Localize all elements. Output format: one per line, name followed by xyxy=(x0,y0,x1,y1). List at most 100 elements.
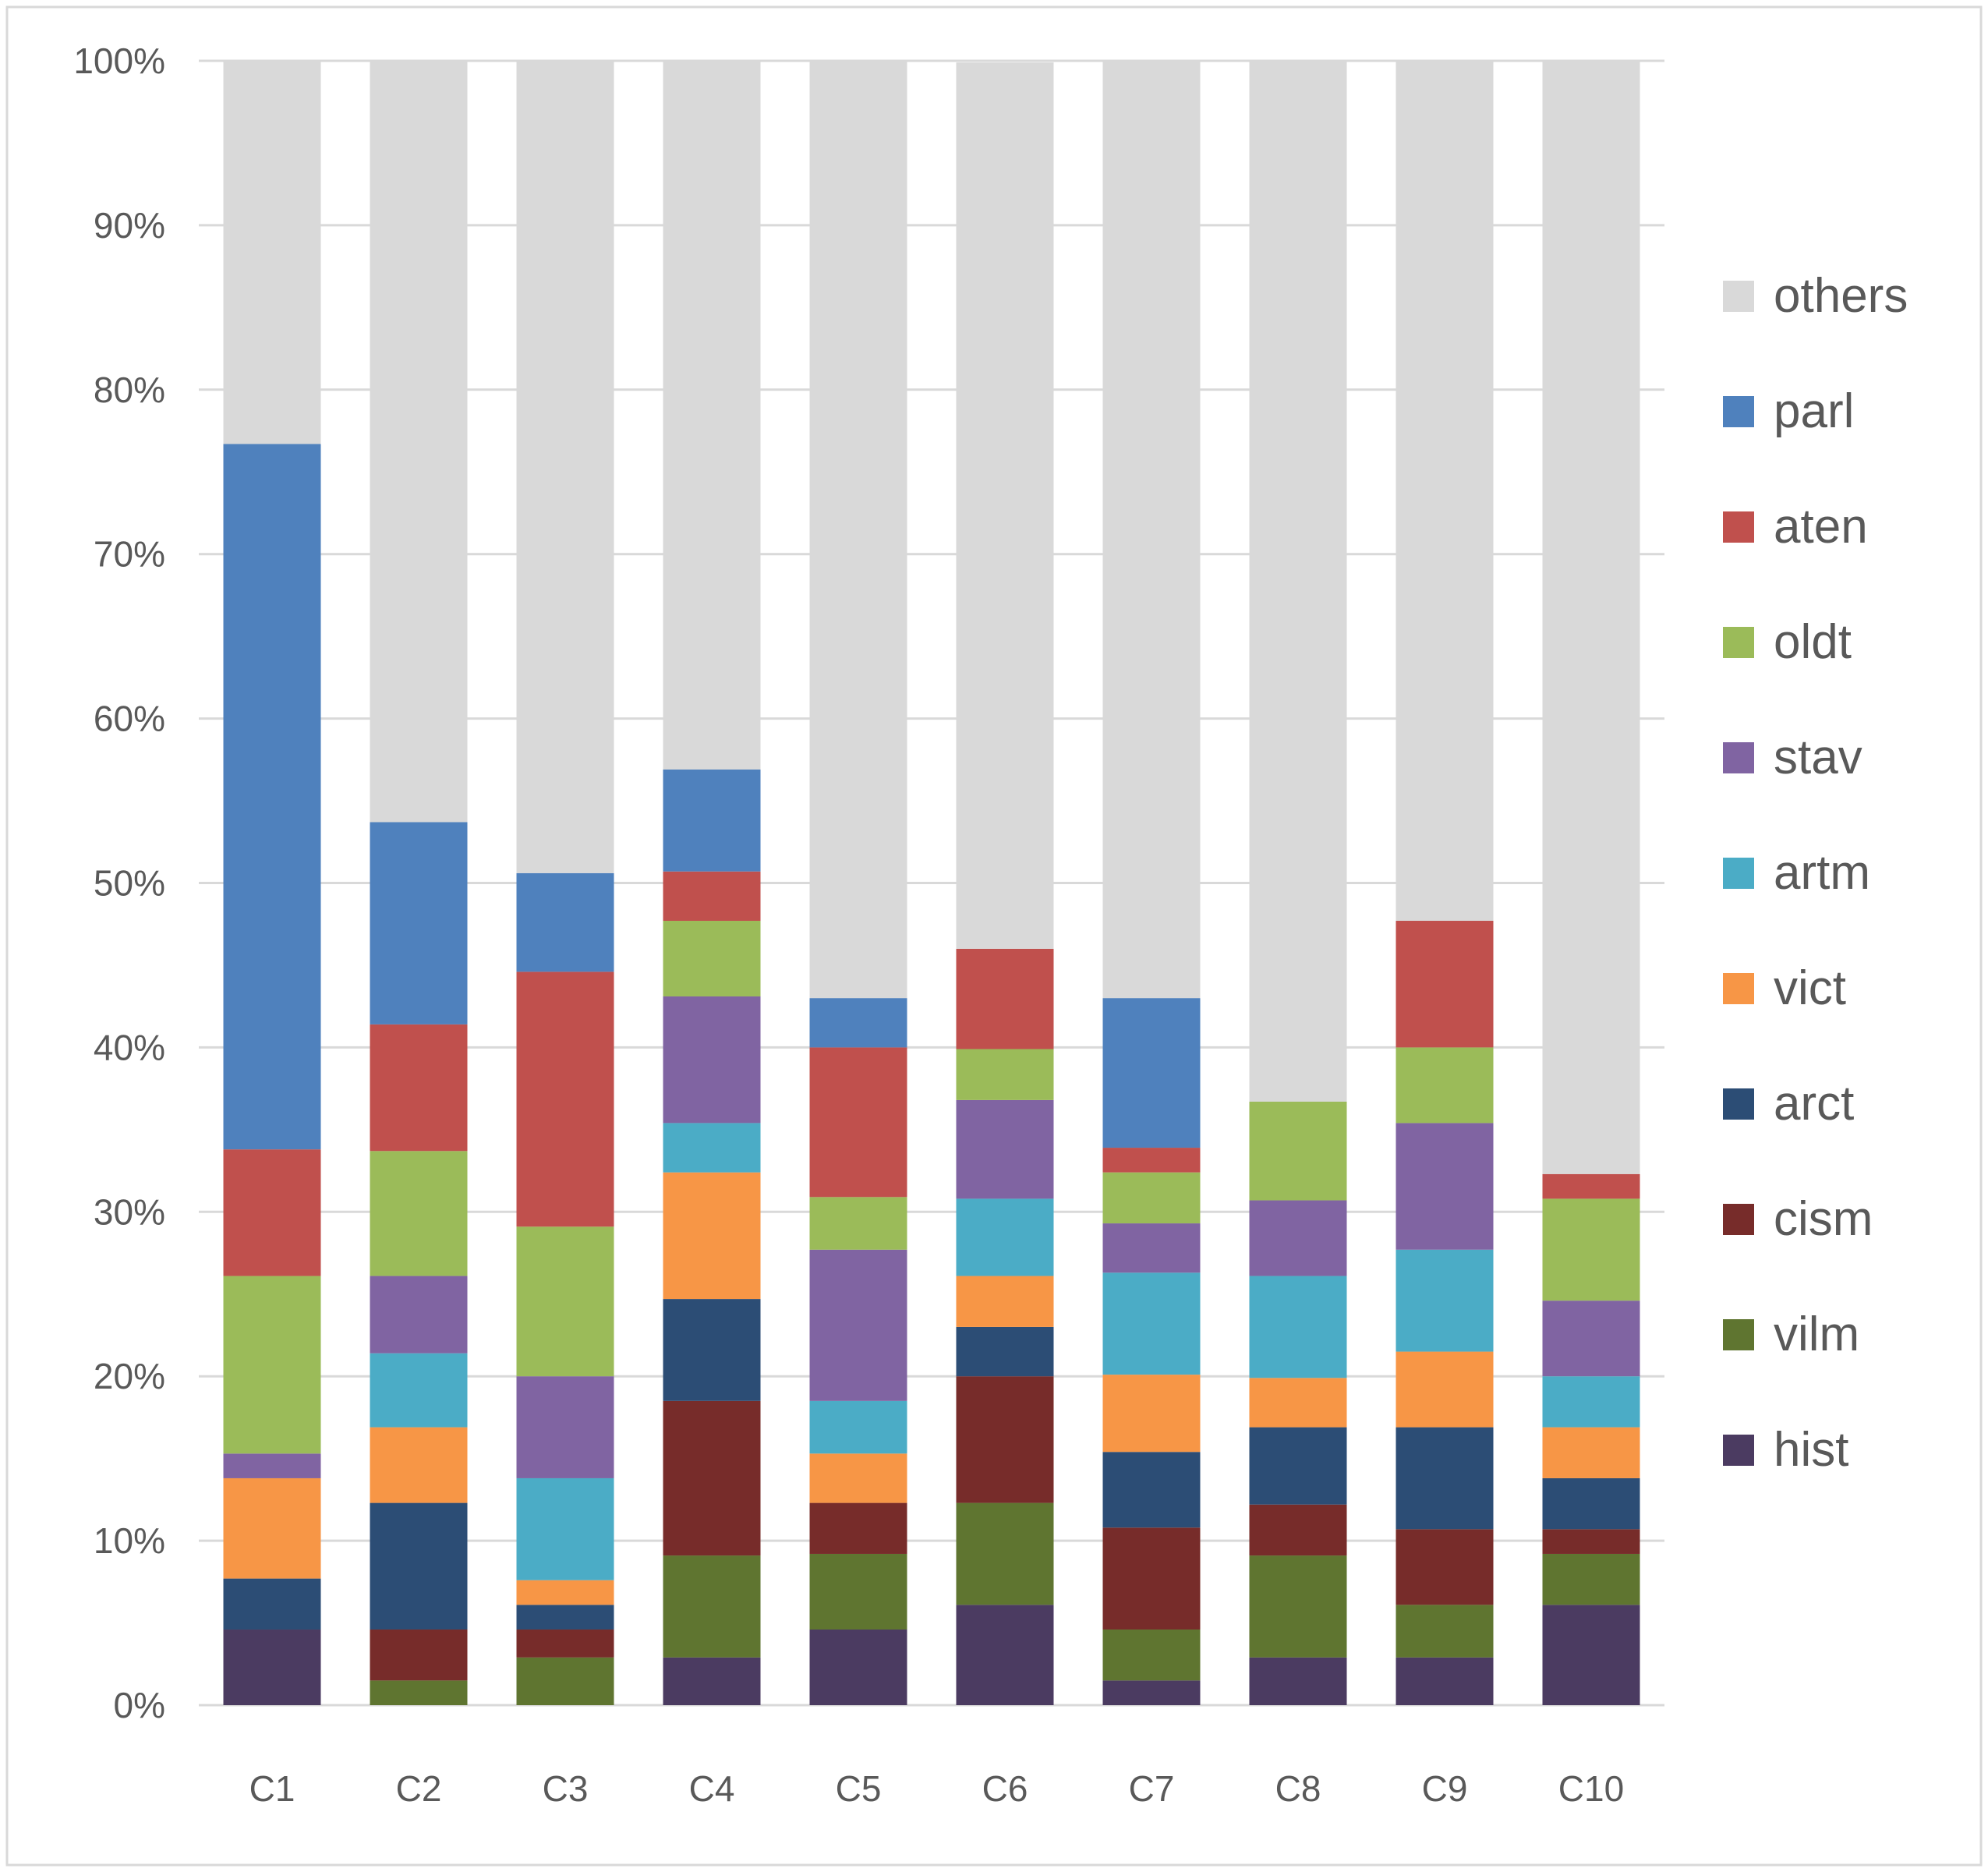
x-category-label: C9 xyxy=(1422,1768,1468,1809)
bar-segment-hist xyxy=(1395,1657,1494,1705)
bar-segment-aten xyxy=(223,1149,321,1276)
legend-item-arct: arct xyxy=(1723,1077,1854,1131)
bar-segment-cism xyxy=(1102,1527,1201,1630)
legend-item-aten: aten xyxy=(1723,500,1868,554)
bar-segment-vict xyxy=(956,1276,1054,1327)
bar-stack-c4 xyxy=(663,61,761,1705)
legend-label: oldt xyxy=(1774,615,1852,669)
bar-segment-stav xyxy=(1249,1200,1347,1276)
bar-segment-parl xyxy=(809,998,907,1048)
bar-segment-artm xyxy=(1102,1272,1201,1375)
bar-segment-cism xyxy=(1249,1504,1347,1556)
legend-label: stav xyxy=(1774,731,1862,784)
bar-segment-vict xyxy=(1542,1427,1640,1478)
bar-segment-artm xyxy=(809,1400,907,1454)
y-tick-label: 40% xyxy=(94,1027,165,1067)
bar-segment-aten xyxy=(370,1024,468,1152)
bar-segment-artm xyxy=(1542,1376,1640,1428)
y-tick-label: 10% xyxy=(94,1520,165,1561)
y-tick-label: 80% xyxy=(94,370,165,410)
bar-segment-artm xyxy=(663,1123,761,1173)
y-tick-label: 20% xyxy=(94,1356,165,1396)
bar-segment-others xyxy=(809,61,907,999)
y-tick-label: 50% xyxy=(94,863,165,904)
legend-swatch xyxy=(1723,1204,1754,1235)
legend-label: vict xyxy=(1774,961,1846,1015)
y-tick-label: 70% xyxy=(94,534,165,575)
bar-segment-parl xyxy=(663,769,761,872)
legend-swatch xyxy=(1723,511,1754,543)
legend-label: artm xyxy=(1774,846,1870,900)
legend-item-artm: artm xyxy=(1723,846,1870,900)
bars xyxy=(223,61,1640,1705)
bar-segment-artm xyxy=(516,1477,614,1580)
bar-segment-arct xyxy=(663,1299,761,1401)
bar-stack-c3 xyxy=(516,61,614,1705)
x-category-label: C6 xyxy=(982,1768,1028,1809)
bar-segment-stav xyxy=(956,1099,1054,1199)
bar-segment-vict xyxy=(663,1172,761,1300)
bar-segment-vict xyxy=(370,1427,468,1503)
bar-segment-artm xyxy=(956,1198,1054,1276)
bar-segment-others xyxy=(370,61,468,823)
bar-stack-c2 xyxy=(370,61,468,1705)
legend-label: others xyxy=(1774,269,1908,323)
bar-segment-arct xyxy=(1249,1427,1347,1505)
legend-swatch xyxy=(1723,1319,1754,1350)
bar-segment-stav xyxy=(1102,1223,1201,1273)
bar-segment-vict xyxy=(1249,1378,1347,1428)
bar-segment-others xyxy=(223,61,321,444)
bar-segment-cism xyxy=(516,1629,614,1658)
bar-segment-parl xyxy=(516,872,614,972)
x-category-label: C10 xyxy=(1558,1768,1624,1809)
x-category-label: C8 xyxy=(1275,1768,1321,1809)
legend-swatch xyxy=(1723,858,1754,889)
legend-label: arct xyxy=(1774,1077,1854,1131)
bar-segment-vilm xyxy=(1249,1555,1347,1658)
bar-stack-c10 xyxy=(1542,61,1640,1705)
bar-segment-vilm xyxy=(1102,1629,1201,1681)
bar-stack-c9 xyxy=(1395,61,1494,1705)
bar-segment-aten xyxy=(1102,1148,1201,1173)
bar-segment-oldt xyxy=(1542,1198,1640,1301)
legend-swatch xyxy=(1723,1435,1754,1466)
bar-segment-arct xyxy=(516,1605,614,1630)
bar-segment-vict xyxy=(516,1580,614,1605)
bar-segment-cism xyxy=(663,1400,761,1556)
bar-segment-parl xyxy=(370,822,468,1024)
legend-swatch xyxy=(1723,742,1754,773)
bar-segment-oldt xyxy=(809,1197,907,1250)
bar-segment-vilm xyxy=(516,1657,614,1705)
bar-segment-hist xyxy=(223,1629,321,1705)
x-axis-category-labels: C1 C2 C3 C4 C5 C6 C7 C8 C9 C10 xyxy=(249,1768,1625,1809)
bar-segment-cism xyxy=(956,1376,1054,1503)
bar-segment-stav xyxy=(663,996,761,1124)
bar-segment-aten xyxy=(1542,1173,1640,1199)
bar-segment-stav xyxy=(516,1376,614,1478)
bar-segment-arct xyxy=(1102,1452,1201,1528)
bar-segment-stav xyxy=(370,1276,468,1354)
bar-segment-arct xyxy=(370,1502,468,1630)
bar-segment-others xyxy=(1249,61,1347,1102)
legend-label: cism xyxy=(1774,1192,1873,1246)
x-category-label: C4 xyxy=(689,1768,735,1809)
bar-stack-c1 xyxy=(223,61,321,1705)
bar-segment-others xyxy=(1102,61,1201,999)
bar-segment-vilm xyxy=(809,1553,907,1630)
bar-segment-aten xyxy=(663,871,761,922)
legend-swatch xyxy=(1723,396,1754,427)
bar-segment-aten xyxy=(956,948,1054,1049)
bar-segment-vilm xyxy=(663,1555,761,1658)
bar-segment-cism xyxy=(370,1629,468,1681)
bar-segment-others xyxy=(1395,61,1494,922)
x-category-label: C5 xyxy=(836,1768,882,1809)
bar-stack-c8 xyxy=(1249,61,1347,1705)
y-axis-tick-labels: 0% 10% 20% 30% 40% 50% 60% 70% 80% 90% 100% xyxy=(73,41,165,1725)
legend-item-parl: parl xyxy=(1723,384,1854,438)
x-category-label: C3 xyxy=(543,1768,589,1809)
bar-segment-aten xyxy=(809,1047,907,1198)
legend: others parl aten oldt stav artm vict arct cism vi… xyxy=(1723,269,1908,1477)
bar-segment-oldt xyxy=(1102,1172,1201,1224)
legend-swatch xyxy=(1723,973,1754,1004)
